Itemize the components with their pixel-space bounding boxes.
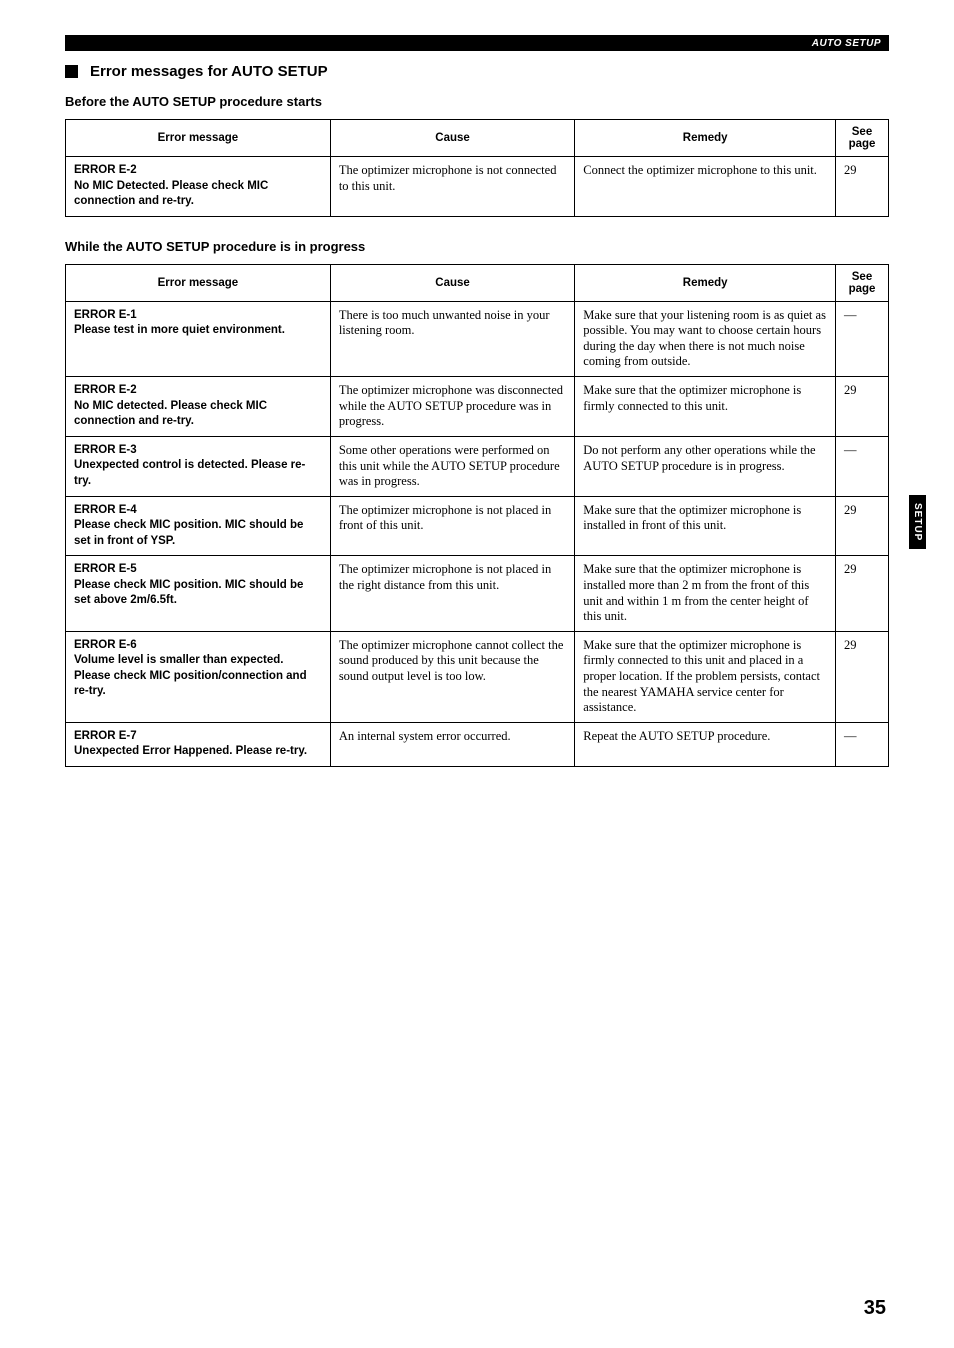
table-row: ERROR E-4Please check MIC position. MIC … — [66, 496, 889, 556]
cell-error-message: ERROR E-3Unexpected control is detected.… — [66, 436, 331, 496]
header-label: AUTO SETUP — [812, 38, 881, 49]
cell-error-message: ERROR E-6Volume level is smaller than ex… — [66, 631, 331, 722]
table-row: ERROR E-3Unexpected control is detected.… — [66, 436, 889, 496]
cell-remedy: Make sure that the optimizer microphone … — [575, 377, 836, 437]
cell-error-message: ERROR E-4Please check MIC position. MIC … — [66, 496, 331, 556]
cell-see-page: 29 — [836, 496, 889, 556]
table-row: ERROR E-5Please check MIC position. MIC … — [66, 556, 889, 632]
section-title: Error messages for AUTO SETUP — [65, 63, 889, 80]
cell-cause: Some other operations were performed on … — [330, 436, 574, 496]
cell-see-page: — — [836, 301, 889, 377]
before-table: Error message Cause Remedy See page ERRO… — [65, 119, 889, 217]
col-cause: Cause — [330, 264, 574, 301]
cell-remedy: Make sure that the optimizer microphone … — [575, 496, 836, 556]
col-see-page: See page — [836, 264, 889, 301]
cell-see-page: — — [836, 436, 889, 496]
while-heading: While the AUTO SETUP procedure is in pro… — [65, 239, 889, 254]
section-title-text: Error messages for AUTO SETUP — [90, 63, 328, 80]
cell-remedy: Repeat the AUTO SETUP procedure. — [575, 722, 836, 766]
side-tab-setup: SETUP — [909, 495, 926, 549]
table-header-row: Error message Cause Remedy See page — [66, 120, 889, 157]
cell-error-message: ERROR E-5Please check MIC position. MIC … — [66, 556, 331, 632]
col-remedy: Remedy — [575, 264, 836, 301]
cell-remedy: Make sure that the optimizer microphone … — [575, 631, 836, 722]
cell-cause: The optimizer microphone was disconnecte… — [330, 377, 574, 437]
col-error-message: Error message — [66, 120, 331, 157]
cell-see-page: — — [836, 722, 889, 766]
cell-see-page: 29 — [836, 631, 889, 722]
cell-cause: The optimizer microphone is not placed i… — [330, 496, 574, 556]
cell-error-message: ERROR E-7Unexpected Error Happened. Plea… — [66, 722, 331, 766]
cell-cause: The optimizer microphone is not connecte… — [330, 157, 574, 217]
bullet-square-icon — [65, 65, 78, 78]
cell-remedy: Make sure that the optimizer microphone … — [575, 556, 836, 632]
table-row: ERROR E-1Please test in more quiet envir… — [66, 301, 889, 377]
table-row: ERROR E-2No MIC detected. Please check M… — [66, 377, 889, 437]
table-row: ERROR E-7Unexpected Error Happened. Plea… — [66, 722, 889, 766]
cell-error-message: ERROR E-2No MIC detected. Please check M… — [66, 377, 331, 437]
col-cause: Cause — [330, 120, 574, 157]
col-remedy: Remedy — [575, 120, 836, 157]
cell-error-message: ERROR E-2No MIC Detected. Please check M… — [66, 157, 331, 217]
cell-cause: The optimizer microphone is not placed i… — [330, 556, 574, 632]
page-number: 35 — [864, 1297, 886, 1320]
col-see-page: See page — [836, 120, 889, 157]
cell-remedy: Do not perform any other operations whil… — [575, 436, 836, 496]
table-row: ERROR E-2No MIC Detected. Please check M… — [66, 157, 889, 217]
cell-see-page: 29 — [836, 556, 889, 632]
cell-see-page: 29 — [836, 377, 889, 437]
cell-cause: The optimizer microphone cannot collect … — [330, 631, 574, 722]
cell-see-page: 29 — [836, 157, 889, 217]
cell-cause: There is too much unwanted noise in your… — [330, 301, 574, 377]
table-header-row: Error message Cause Remedy See page — [66, 264, 889, 301]
cell-remedy: Make sure that your listening room is as… — [575, 301, 836, 377]
header-bar: AUTO SETUP — [65, 35, 889, 51]
cell-error-message: ERROR E-1Please test in more quiet envir… — [66, 301, 331, 377]
while-table: Error message Cause Remedy See page ERRO… — [65, 264, 889, 767]
table-row: ERROR E-6Volume level is smaller than ex… — [66, 631, 889, 722]
before-heading: Before the AUTO SETUP procedure starts — [65, 94, 889, 109]
cell-cause: An internal system error occurred. — [330, 722, 574, 766]
cell-remedy: Connect the optimizer microphone to this… — [575, 157, 836, 217]
col-error-message: Error message — [66, 264, 331, 301]
